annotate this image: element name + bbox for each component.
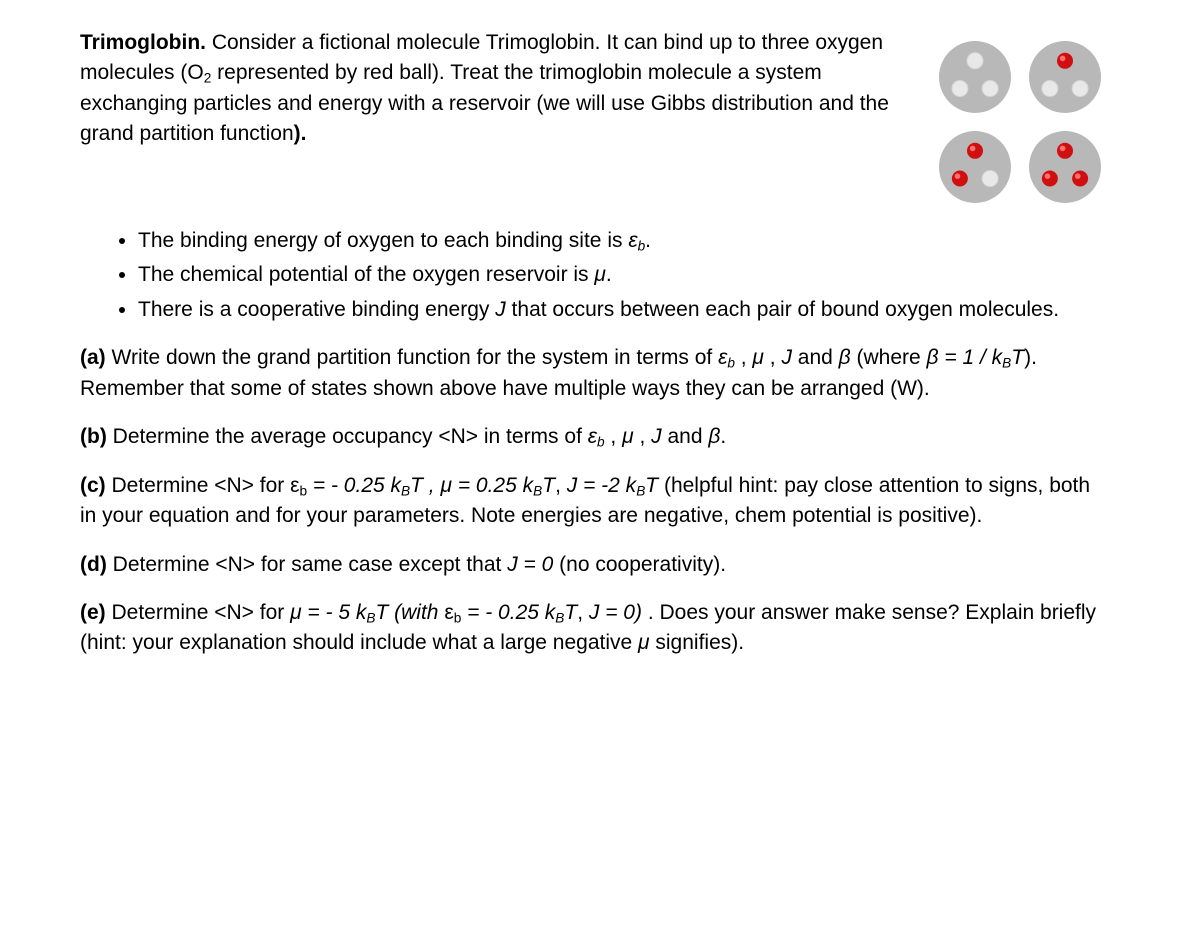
intro-row: Trimoglobin. Consider a fictional molecu… xyxy=(80,28,1110,212)
part-a: (a) Write down the grand partition funct… xyxy=(80,343,1110,404)
intro-text: Trimoglobin. Consider a fictional molecu… xyxy=(80,28,906,150)
part-d: (d) Determine <N> for same case except t… xyxy=(80,550,1110,580)
bullet-cooperative: There is a cooperative binding energy J … xyxy=(138,295,1110,325)
part-b: (b) Determine the average occupancy <N> … xyxy=(80,422,1110,452)
part-c: (c) Determine <N> for εb = - 0.25 kBT , … xyxy=(80,471,1110,532)
molecule-diagram xyxy=(930,32,1110,212)
given-list: The binding energy of oxygen to each bin… xyxy=(80,226,1110,325)
trimoglobin-figure xyxy=(930,28,1110,212)
bullet-binding-energy: The binding energy of oxygen to each bin… xyxy=(138,226,1110,256)
bullet-chemical-potential: The chemical potential of the oxygen res… xyxy=(138,260,1110,290)
lead-word: Trimoglobin. xyxy=(80,31,206,54)
part-e: (e) Determine <N> for μ = - 5 kBT (with … xyxy=(80,598,1110,659)
intro-close: ). xyxy=(294,122,307,145)
o2-subscript: 2 xyxy=(204,71,212,86)
problem-page: Trimoglobin. Consider a fictional molecu… xyxy=(0,0,1190,717)
